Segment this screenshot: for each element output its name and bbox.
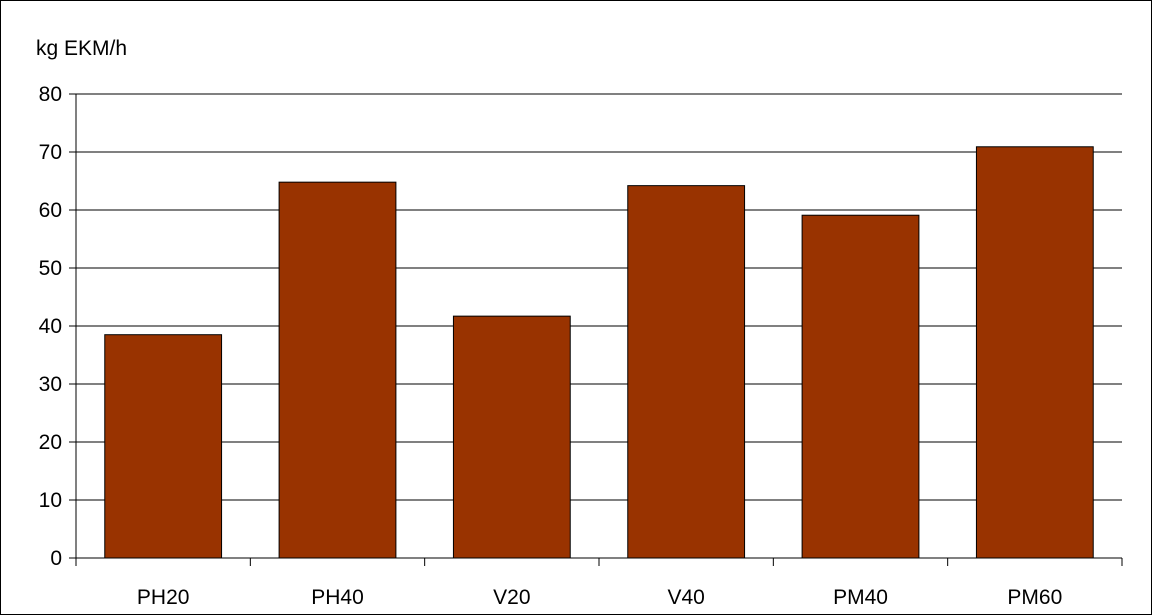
y-tick-label: 80 — [39, 83, 62, 106]
x-tick-label: V20 — [493, 586, 530, 609]
y-tick-label: 70 — [39, 141, 62, 164]
x-tick-labels: PH20 PH40 V20 V40 PM40 PM60 — [137, 586, 1062, 609]
bar-PH20 — [104, 334, 223, 559]
x-tick-label: PM60 — [1007, 586, 1062, 609]
x-tick-label: PM40 — [833, 586, 888, 609]
x-tick-label: V40 — [667, 586, 704, 609]
axes — [69, 93, 1123, 566]
bar-V40 — [627, 185, 746, 559]
y-tick-label: 60 — [39, 199, 62, 222]
bar-PM60 — [975, 146, 1094, 559]
y-tick-label: 0 — [50, 547, 62, 570]
y-tick-label: 10 — [39, 489, 62, 512]
y-tick-label: 20 — [39, 431, 62, 454]
x-tick-label: PH20 — [137, 586, 190, 609]
bar-PM40 — [801, 214, 920, 559]
y-axis-title: kg EKM/h — [36, 37, 127, 60]
x-tick-label: PH40 — [311, 586, 364, 609]
y-tick-labels: 0 10 20 30 40 50 60 70 80 — [39, 83, 62, 570]
bars — [104, 146, 1094, 559]
y-tick-label: 30 — [39, 373, 62, 396]
y-tick-label: 50 — [39, 257, 62, 280]
bar-PH40 — [278, 181, 397, 559]
y-tick-label: 40 — [39, 315, 62, 338]
gridlines — [76, 93, 1122, 501]
bar-V20 — [452, 315, 571, 559]
